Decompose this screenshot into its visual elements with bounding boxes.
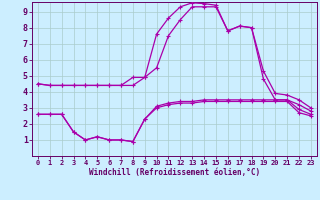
X-axis label: Windchill (Refroidissement éolien,°C): Windchill (Refroidissement éolien,°C) — [89, 168, 260, 177]
